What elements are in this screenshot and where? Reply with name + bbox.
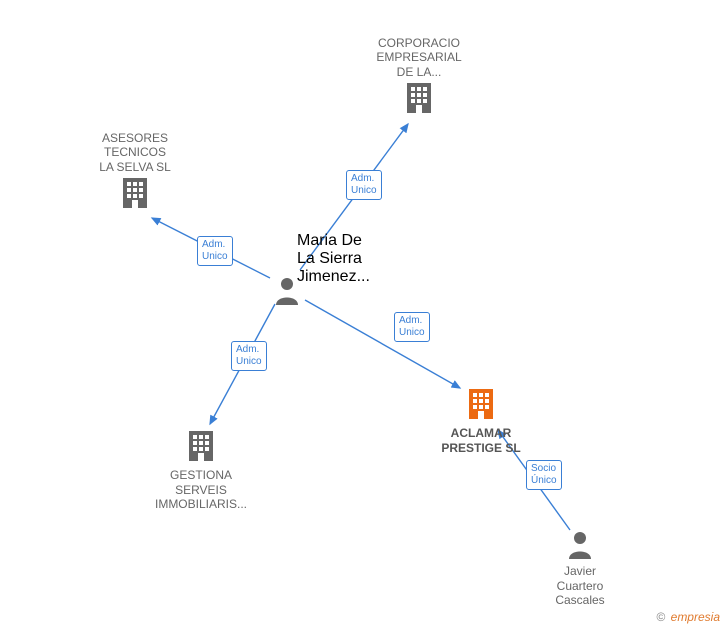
watermark: © empresia (656, 610, 720, 624)
node-asesores[interactable]: ASESORES TECNICOS LA SELVA SL (75, 129, 195, 214)
node-label-aclamar: ACLAMAR PRESTIGE SL (421, 426, 541, 455)
building-icon (463, 385, 499, 424)
node-corporacio[interactable]: CORPORACIO EMPRESARIAL DE LA... (359, 34, 479, 119)
copyright-symbol: © (656, 610, 665, 624)
node-javier[interactable]: Javier Cuartero Cascales (520, 529, 640, 608)
diagram-canvas: © empresia Adm. Unico Adm. Unico Adm. Unic… (0, 0, 728, 630)
node-maria[interactable] (272, 275, 302, 308)
building-icon (117, 174, 153, 213)
node-label-gestiona: GESTIONA SERVEIS IMMOBILIARIS... (141, 468, 261, 511)
person-icon (565, 529, 595, 562)
person-icon (272, 275, 302, 308)
node-label-asesores: ASESORES TECNICOS LA SELVA SL (75, 131, 195, 174)
edge-label-e1: Adm. Unico (346, 170, 382, 200)
building-icon (401, 79, 437, 118)
node-label-maria: Maria De La Sierra Jimenez... (297, 232, 377, 286)
node-label-javier: Javier Cuartero Cascales (520, 564, 640, 607)
edge-label-e3: Adm. Unico (231, 341, 267, 371)
edge-label-e2: Adm. Unico (197, 236, 233, 266)
node-gestiona[interactable]: GESTIONA SERVEIS IMMOBILIARIS... (141, 427, 261, 512)
watermark-brand: empresia (671, 610, 720, 624)
node-label-corporacio: CORPORACIO EMPRESARIAL DE LA... (359, 36, 479, 79)
edge-e4 (305, 300, 460, 388)
building-icon (183, 427, 219, 466)
node-aclamar[interactable]: ACLAMAR PRESTIGE SL (421, 385, 541, 455)
edge-label-e4: Adm. Unico (394, 312, 430, 342)
edge-label-e5: Socio Único (526, 460, 562, 490)
